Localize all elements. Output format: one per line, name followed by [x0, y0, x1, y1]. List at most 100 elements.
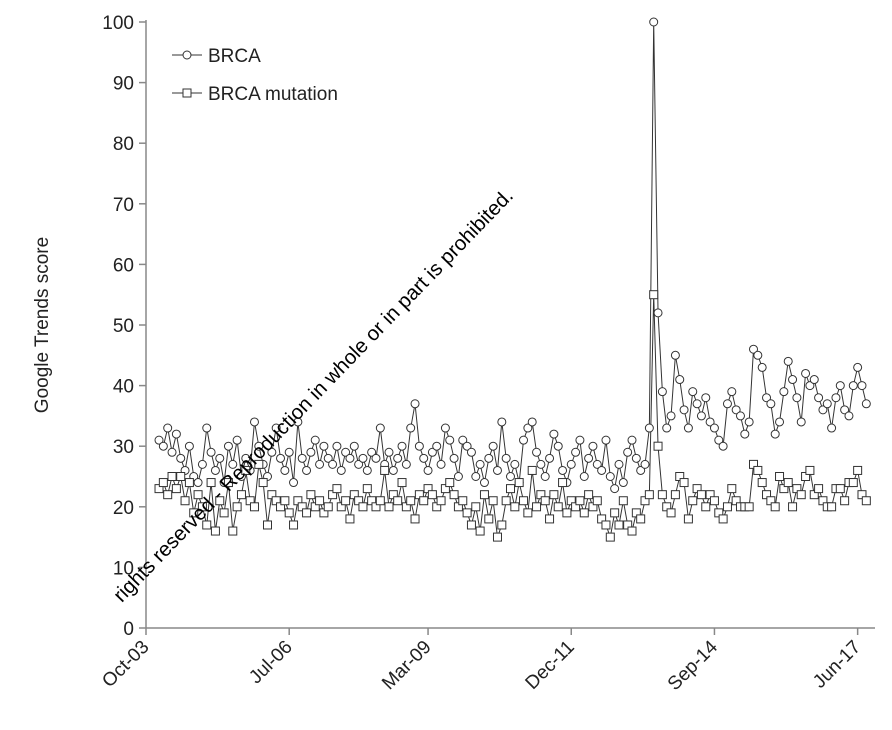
marker-square — [479, 490, 489, 500]
marker-circle — [388, 465, 398, 475]
marker-circle — [280, 465, 290, 475]
marker-square — [788, 502, 798, 512]
marker-circle — [831, 393, 841, 403]
marker-square — [506, 484, 515, 494]
marker-circle — [419, 453, 429, 463]
marker-circle — [488, 441, 498, 451]
marker-circle — [202, 423, 212, 433]
marker-square — [835, 484, 845, 494]
marker-circle — [254, 441, 264, 451]
marker-circle — [319, 441, 329, 451]
x-tick-label: Jul-06 — [245, 637, 296, 688]
marker-circle — [592, 459, 602, 469]
marker-circle — [510, 459, 520, 469]
marker-square — [289, 520, 299, 530]
marker-circle — [588, 441, 598, 451]
marker-circle — [466, 447, 476, 457]
marker-circle — [801, 368, 811, 378]
watermark: rights reserved - Reproduction in whole … — [109, 184, 518, 607]
marker-circle — [653, 308, 663, 318]
marker-circle — [184, 441, 194, 451]
marker-circle — [818, 405, 828, 415]
series-line — [158, 294, 867, 540]
y-tick-label: 80 — [113, 134, 134, 155]
marker-circle — [770, 429, 780, 439]
y-tick-label: 0 — [123, 619, 134, 640]
marker-circle — [341, 447, 351, 457]
marker-square — [375, 496, 385, 506]
x-tick-label: Sep-14 — [664, 636, 722, 694]
marker-circle — [683, 423, 693, 433]
marker-circle — [215, 453, 225, 463]
marker-circle — [154, 435, 164, 445]
marker-circle — [176, 453, 186, 463]
marker-circle — [302, 465, 312, 475]
marker-square — [397, 478, 407, 488]
marker-circle — [271, 423, 281, 433]
marker-square — [458, 496, 468, 506]
marker-square — [614, 520, 624, 530]
marker-circle — [497, 417, 507, 427]
marker-circle — [197, 459, 207, 469]
marker-circle — [605, 472, 615, 481]
marker-circle — [714, 435, 724, 445]
marker-circle — [171, 429, 181, 439]
marker-square — [158, 478, 168, 488]
marker-square — [182, 88, 192, 98]
marker-square — [492, 532, 502, 542]
marker-square — [167, 472, 177, 481]
marker-circle — [597, 465, 607, 475]
marker-square — [332, 484, 342, 494]
marker-circle — [232, 435, 242, 445]
marker-square — [306, 490, 316, 500]
marker-circle — [757, 362, 767, 372]
marker-square — [393, 496, 403, 506]
marker-square — [601, 520, 611, 530]
marker-circle — [796, 417, 806, 427]
marker-square — [302, 508, 312, 518]
marker-square — [488, 496, 498, 506]
marker-circle — [223, 441, 233, 451]
marker-square — [232, 502, 242, 512]
marker-circle — [575, 435, 585, 445]
marker-circle — [792, 393, 802, 403]
marker-square — [193, 490, 203, 500]
marker-square — [484, 514, 494, 524]
marker-square — [722, 502, 732, 512]
marker-circle — [705, 417, 715, 427]
marker-circle — [857, 381, 867, 391]
marker-square — [796, 490, 806, 500]
marker-square — [540, 496, 550, 506]
marker-square — [236, 490, 246, 500]
marker-circle — [840, 405, 850, 415]
marker-circle — [731, 405, 741, 415]
marker-circle — [762, 393, 772, 403]
marker-circle — [445, 435, 455, 445]
marker-square — [514, 478, 524, 488]
marker-circle — [315, 459, 325, 469]
marker-circle — [788, 375, 798, 385]
marker-square — [657, 490, 667, 500]
y-tick-label: 50 — [113, 316, 134, 337]
marker-square — [449, 490, 459, 500]
marker-circle — [349, 441, 359, 451]
marker-circle — [414, 441, 424, 451]
marker-square — [341, 496, 351, 506]
marker-circle — [545, 453, 555, 463]
marker-square — [427, 490, 437, 500]
marker-circle — [228, 459, 238, 469]
marker-circle — [354, 459, 364, 469]
marker-circle — [644, 423, 654, 433]
marker-circle — [182, 50, 192, 60]
marker-square — [636, 514, 646, 524]
marker-circle — [649, 17, 659, 27]
marker-circle — [449, 453, 459, 463]
marker-circle — [293, 417, 303, 427]
marker-square — [775, 472, 785, 481]
marker-square — [171, 484, 181, 494]
marker-circle — [193, 478, 203, 488]
marker-square — [627, 526, 637, 536]
marker-circle — [727, 387, 737, 397]
marker-square — [753, 465, 763, 475]
marker-square — [783, 478, 793, 488]
